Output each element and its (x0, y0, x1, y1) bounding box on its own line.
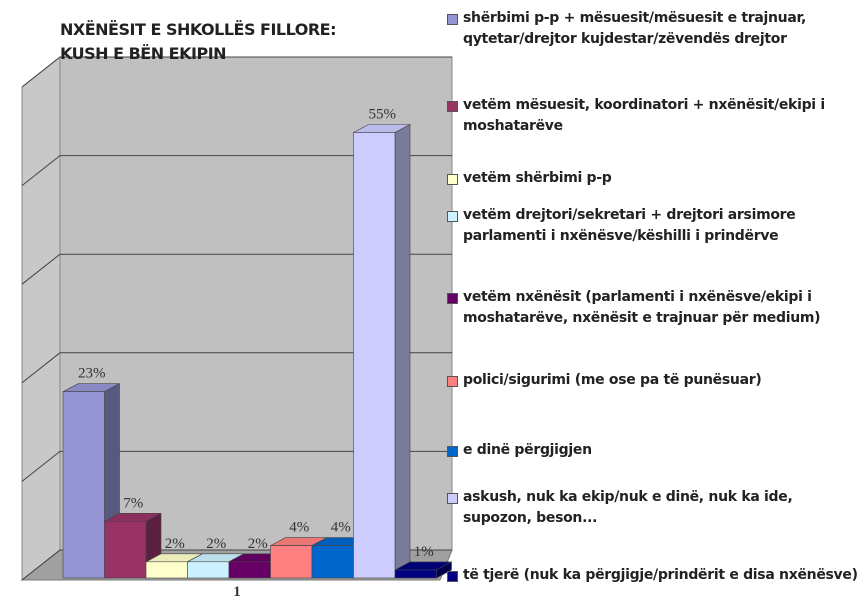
grid-line (21, 155, 452, 186)
legend-entry: askush, nuk ka ekip/nuk e dinë, nuk ka i… (447, 487, 862, 529)
legend-label: vetëm mësuesit, koordinatori + nxënësit/… (463, 97, 825, 134)
bar (187, 561, 230, 579)
data-label: 2% (248, 536, 268, 552)
bar (270, 545, 313, 579)
bar (311, 545, 354, 579)
legend-label: të tjerë (nuk ka përgjigje/prindërit e d… (463, 567, 858, 583)
legend-swatch (447, 211, 458, 222)
side-wall (21, 55, 61, 582)
legend-label: vetëm shërbimi p-p (463, 170, 612, 186)
legend-label: vetëm drejtori/sekretari + drejtori arsi… (463, 207, 796, 244)
legend-swatch (447, 14, 458, 25)
legend-label: shërbimi p-p + mësuesit/mësuesit e trajn… (463, 10, 807, 47)
legend-entry: vetëm mësuesit, koordinatori + nxënësit/… (447, 95, 862, 137)
bar (353, 132, 396, 579)
legend-entry: vetëm nxënësit (parlamenti i nxënësve/ek… (447, 287, 862, 329)
bar (62, 391, 105, 579)
data-label: 23% (78, 366, 106, 382)
grid-line (21, 450, 452, 482)
legend-swatch (447, 174, 458, 185)
legend-swatch (447, 293, 458, 304)
legend-swatch (447, 376, 458, 387)
data-label: 2% (165, 536, 185, 552)
legend-swatch (447, 446, 458, 457)
title-line: NXËNËSIT E SHKOLLËS FILLORE: (60, 20, 337, 39)
data-label: 4% (289, 520, 309, 536)
bar (394, 569, 437, 579)
title-line: KUSH E BËN EKIPIN (60, 44, 227, 63)
legend-label: vetëm nxënësit (parlamenti i nxënësve/ek… (463, 289, 821, 326)
legend-entry: shërbimi p-p + mësuesit/mësuesit e trajn… (447, 8, 862, 50)
legend-label: askush, nuk ka ekip/nuk e dinë, nuk ka i… (463, 489, 793, 526)
grid-line (21, 352, 452, 384)
data-label: 4% (331, 520, 351, 536)
legend-entry: polici/sigurimi (me ose pa të punësuar) (447, 370, 862, 391)
data-label: 7% (123, 495, 143, 511)
grid-line (21, 253, 452, 285)
data-label: 2% (206, 536, 226, 552)
data-label: 1% (414, 544, 434, 560)
grid-line (21, 56, 452, 88)
data-label: 55% (369, 107, 397, 123)
legend-label: e dinë përgjigjen (463, 442, 592, 458)
legend-entry: vetëm shërbimi p-p (447, 168, 862, 189)
legend-label: polici/sigurimi (me ose pa të punësuar) (463, 372, 762, 388)
legend-entry: vetëm drejtori/sekretari + drejtori arsi… (447, 205, 862, 247)
bar (104, 520, 147, 579)
legend-swatch (447, 101, 458, 112)
bar-side (394, 124, 411, 579)
legend-swatch (447, 493, 458, 504)
bar (228, 561, 271, 579)
legend-entry: të tjerë (nuk ka përgjigje/prindërit e d… (447, 565, 862, 586)
bar (145, 561, 188, 579)
x-tick-label: 1 (233, 584, 241, 600)
chart-title: NXËNËSIT E SHKOLLËS FILLORE: KUSH E BËN … (60, 18, 337, 66)
legend-swatch (447, 571, 458, 582)
legend-entry: e dinë përgjigjen (447, 440, 862, 461)
